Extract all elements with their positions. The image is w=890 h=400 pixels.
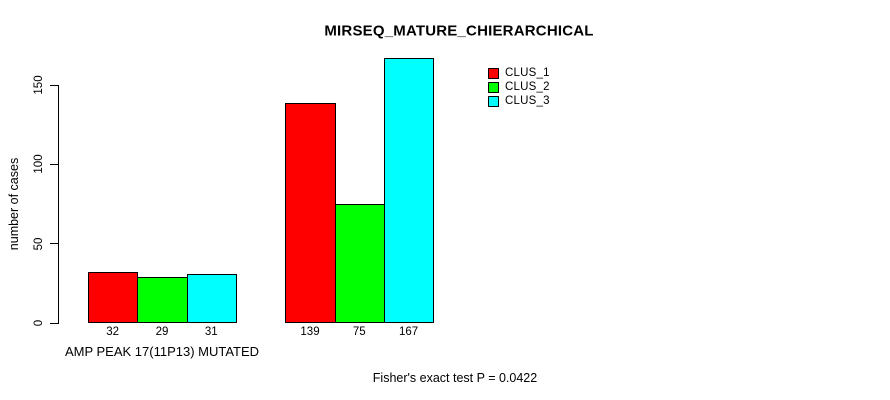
legend-swatch-icon	[488, 67, 499, 79]
legend-label: CLUS_1	[505, 67, 550, 79]
footnote: Fisher's exact test P = 0.0422	[372, 371, 538, 385]
bar-value-label: 167	[399, 326, 419, 338]
bar-clus_2-group1	[137, 277, 188, 323]
legend-label: CLUS_2	[505, 81, 550, 93]
bar-value-label: 29	[155, 326, 169, 338]
legend-swatch-icon	[488, 81, 499, 93]
bar-clus_1-group2	[285, 102, 336, 323]
bar-value-label: 32	[106, 326, 120, 338]
chart-title: MIRSEQ_MATURE_CHIERARCHICAL	[324, 22, 594, 40]
y-tick-label: 100	[33, 154, 45, 174]
legend-item-clus_2: CLUS_2	[488, 80, 550, 94]
bar-value-label: 75	[352, 326, 366, 338]
y-tick	[50, 243, 58, 245]
legend-label: CLUS_3	[505, 95, 550, 107]
y-tick-label: 150	[33, 75, 45, 95]
y-tick-label: 50	[33, 237, 45, 251]
group-label: AMP PEAK 17(11P13) MUTATED	[64, 344, 260, 359]
y-axis-title: number of cases	[7, 157, 21, 251]
bar-value-label: 31	[204, 326, 218, 338]
bar-value-label: 139	[300, 326, 320, 338]
bar-clus_1-group1	[88, 272, 139, 323]
legend-item-clus_3: CLUS_3	[488, 94, 550, 108]
bar-clus_3-group2	[384, 58, 435, 323]
y-tick	[50, 84, 58, 86]
y-tick-label: 0	[33, 319, 45, 327]
bar-clus_2-group2	[334, 204, 385, 323]
y-axis-line	[58, 85, 59, 324]
y-tick	[50, 163, 58, 165]
legend-swatch-icon	[488, 95, 499, 107]
y-tick	[50, 322, 58, 324]
bar-clus_3-group1	[186, 273, 237, 323]
legend-item-clus_1: CLUS_1	[488, 66, 550, 80]
